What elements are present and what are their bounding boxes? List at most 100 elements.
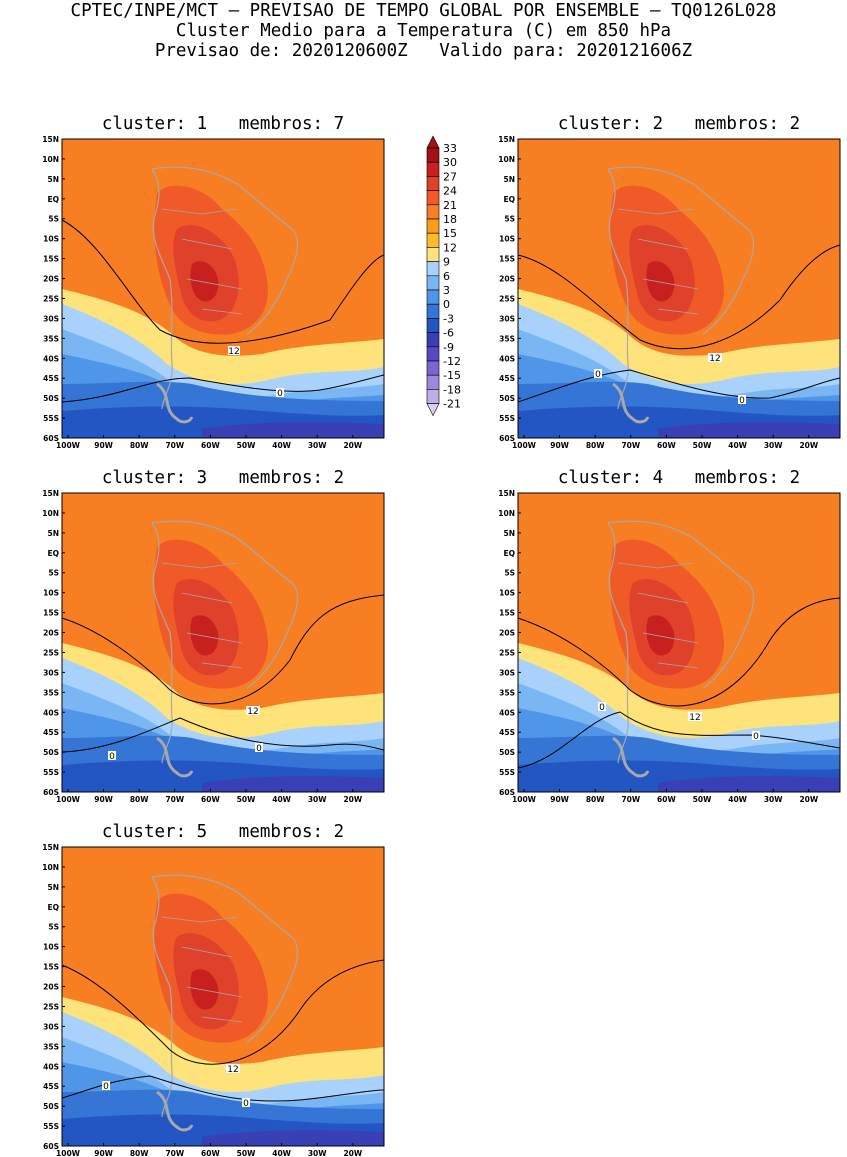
lon-tick-label: 30W [308,795,327,804]
lon-tick-label: 100W [56,795,81,804]
lat-tick-label: 15S [43,609,59,618]
figure-title-line-1: CPTEC/INPE/MCT – PREVISAO DE TEMPO GLOBA… [70,1,777,21]
lon-tick-label: 90W [94,441,113,450]
colorbar-label: -3 [443,312,454,325]
colorbar-swatch [426,261,440,277]
colorbar-label: 33 [443,142,457,155]
lat-tick-label: EQ [504,549,516,558]
lon-tick-label: 100W [56,1149,81,1157]
lat-tick-label: 10N [498,155,515,164]
lat-tick-label: 20S [43,629,59,638]
map-panel-cluster-3: 12 0 0 [61,492,385,793]
panel-title-cluster-1: cluster: 1 membros: 7 [101,114,345,134]
lat-tick-label: EQ [504,195,516,204]
contour-label: 0 [243,1099,249,1109]
lat-tick-label: 15S [499,255,515,264]
map-axes: 15N 10N 5N EQ 5S 10S 15S 20S 25S 30S 35S 40S 45S 50S 5… [42,135,819,1157]
lon-tick-label: 50W [693,441,712,450]
lat-tick-label: 5S [48,569,59,578]
colorbar-swatch [426,389,440,404]
lat-tick-label: 5N [504,175,516,184]
lat-tick-label: 50S [43,748,59,757]
colorbar-swatch [426,161,440,177]
lat-tick-label: 20S [43,983,59,992]
contour-label: 0 [739,396,745,406]
lon-tick-label: 80W [130,441,149,450]
lat-tick-label: 30S [43,668,59,677]
lat-tick-label: 55S [499,768,515,777]
lat-tick-label: 60S [43,1142,59,1151]
lat-tick-label: EQ [48,549,60,558]
lon-tick-label: 90W [94,795,113,804]
map-panel-cluster-2: 12 0 0 [517,138,841,439]
lon-tick-label: 80W [130,1149,149,1157]
colorbar-label: 21 [443,199,457,212]
colorbar-swatch [426,176,440,191]
lon-tick-label: 50W [237,1149,256,1157]
lon-tick-label: 90W [550,441,569,450]
lon-tick-label: 20W [343,1149,362,1157]
lat-tick-label: 40S [43,708,59,717]
lon-tick-label: 40W [272,795,291,804]
lat-tick-label: 30S [499,668,515,677]
contour-label: 0 [753,732,759,742]
lat-tick-label: 35S [43,688,59,697]
colorbar-label: -18 [443,383,461,396]
lon-tick-label: 20W [799,795,818,804]
colorbar-swatch [426,303,440,319]
contour-label: 0 [595,370,601,380]
lat-tick-label: 15N [498,489,515,498]
lat-tick-label: 10S [43,589,59,598]
lon-tick-label: 30W [308,441,327,450]
lat-tick-label: 25S [43,294,59,303]
colorbar-swatch [426,318,440,333]
colorbar-label: 9 [443,256,450,269]
lat-tick-label: 40S [499,708,515,717]
lon-tick-label: 40W [272,1149,291,1157]
colorbar-label: -6 [443,327,454,340]
lat-tick-label: 5S [48,923,59,932]
colorbar-swatch [426,332,440,348]
lon-tick-label: 50W [237,795,256,804]
colorbar-swatch [426,204,440,220]
lat-tick-label: 60S [43,434,59,443]
lat-tick-label: 35S [43,1042,59,1051]
lon-tick-label: 70W [621,441,640,450]
lat-tick-label: 45S [43,374,59,383]
lat-tick-label: 40S [499,354,515,363]
lat-tick-label: 15N [42,489,59,498]
lon-tick-label: 100W [512,441,537,450]
lat-tick-label: 30S [499,314,515,323]
lat-tick-label: 15S [499,609,515,618]
lon-tick-label: 50W [693,795,712,804]
lat-tick-label: 5N [48,529,60,538]
lat-tick-label: 10S [43,943,59,952]
colorbar-label: -12 [443,355,461,368]
map-panel-cluster-1: 12 0 [61,138,385,439]
contour-label: 0 [103,1082,109,1092]
lat-tick-label: EQ [48,195,60,204]
colorbar-label: 15 [443,227,457,240]
contour-label: 0 [256,744,262,754]
lon-tick-label: 60W [657,795,676,804]
lon-tick-label: 20W [343,441,362,450]
lon-tick-label: 50W [237,441,256,450]
contour-label: 12 [709,354,720,364]
lon-tick-label: 40W [728,441,747,450]
lat-tick-label: 40S [43,1062,59,1071]
colorbar-label: -9 [443,341,454,354]
lat-tick-label: 45S [43,728,59,737]
lat-tick-label: 35S [499,334,515,343]
colorbar-top-arrow [426,135,440,149]
lon-tick-label: 30W [764,441,783,450]
panel-title-cluster-5: cluster: 5 membros: 2 [101,822,345,842]
lat-tick-label: 20S [499,275,515,284]
map-panel-cluster-4: 12 0 0 [517,492,841,793]
panel-title-cluster-2: cluster: 2 membros: 2 [557,114,801,134]
lon-tick-label: 70W [165,441,184,450]
lat-tick-label: 55S [499,414,515,423]
colorbar-swatch [426,247,440,262]
lat-tick-label: 10N [42,155,59,164]
lat-tick-label: 50S [43,394,59,403]
